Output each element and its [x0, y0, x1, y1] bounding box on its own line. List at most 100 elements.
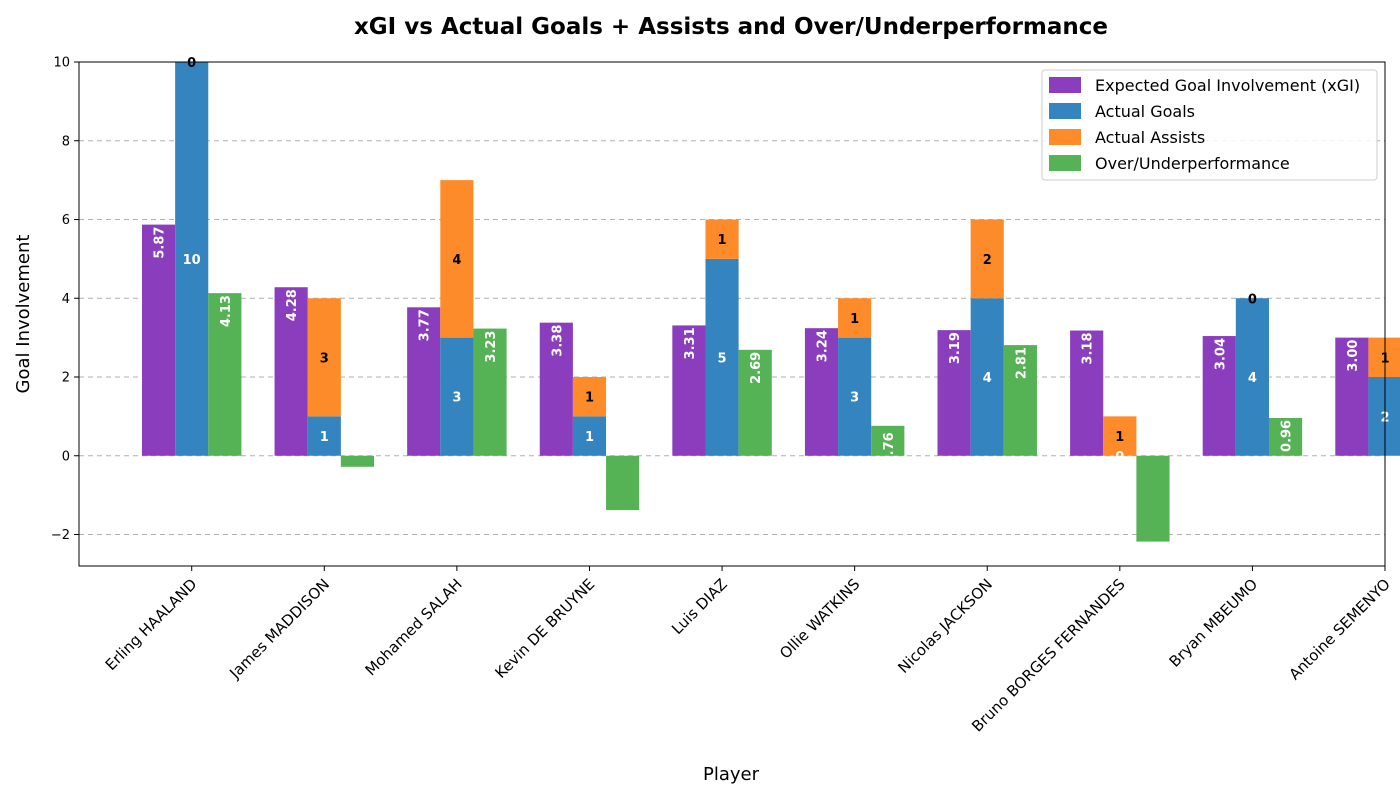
data-label-performance: 0.96	[1280, 420, 1295, 452]
bar-assists	[705, 219, 739, 259]
bar-assists	[838, 298, 872, 338]
x-tick-label: Erling HAALAND	[102, 575, 201, 674]
data-label-goals: 4	[1248, 371, 1257, 386]
bar-performance	[340, 455, 375, 467]
bar-performance	[473, 328, 507, 456]
x-tick-label: Luis DIAZ	[668, 575, 731, 638]
data-label-xgi: 3.00	[1346, 340, 1361, 372]
data-label-assists: 0	[1248, 292, 1257, 307]
legend-entry: Actual Goals	[1095, 102, 1195, 121]
y-tick-label: 0	[62, 449, 70, 464]
x-tick-label: Nicolas JACKSON	[894, 575, 996, 677]
bar-xgi	[937, 330, 971, 456]
bar-goals	[705, 258, 739, 456]
data-label-performance: .76	[882, 432, 897, 455]
bar-assists	[307, 298, 341, 417]
legend: Expected Goal Involvement (xGI) Actual Go…	[1041, 69, 1378, 181]
data-label-xgi: 3.24	[815, 330, 830, 362]
data-label-assists: 1	[718, 233, 727, 248]
bar-xgi	[274, 287, 308, 456]
data-label-xgi: 3.18	[1081, 332, 1096, 364]
bar-goals	[307, 416, 341, 456]
data-label-xgi: 5.87	[153, 227, 168, 259]
bar-assists	[970, 219, 1004, 299]
y-tick-label: 8	[62, 134, 70, 149]
bar-goals	[838, 337, 872, 456]
x-axis-label: Player	[703, 764, 760, 785]
bar-goals	[175, 62, 209, 456]
bar-performance	[1003, 345, 1037, 456]
legend-swatch	[1049, 77, 1081, 93]
bar-performance	[1268, 417, 1303, 456]
data-label-xgi: 3.31	[683, 327, 698, 359]
data-label-assists: 1	[850, 312, 859, 327]
data-label-goals: 4	[983, 371, 992, 386]
data-label-goals: 3	[850, 391, 859, 406]
x-tick-label: Mohamed SALAH	[362, 575, 466, 679]
bar-xgi	[1070, 330, 1104, 456]
data-label-goals: 0	[1115, 450, 1124, 465]
x-tick-label: Kevin DE BRUYNE	[492, 575, 599, 682]
data-label-xgi: 3.38	[550, 325, 565, 357]
x-tick-label: Antoine SEMENYO	[1285, 575, 1393, 683]
y-tick-label: 10	[53, 56, 70, 71]
data-label-assists: 4	[452, 253, 461, 268]
bar-goals	[970, 298, 1004, 456]
bar-xgi	[1335, 337, 1369, 456]
bar-xgi	[672, 325, 706, 456]
legend-entry: Over/Underperformance	[1095, 154, 1290, 173]
data-label-performance: 2.69	[749, 352, 764, 384]
bar-performance	[1136, 455, 1170, 542]
y-tick-label: −2	[51, 528, 70, 543]
data-label-assists: 1	[1115, 430, 1124, 445]
data-label-performance: 4.13	[219, 295, 234, 327]
data-label-goals: 3	[452, 391, 461, 406]
bar-goals	[1235, 298, 1269, 456]
x-tick-label: Bryan MBEUMO	[1166, 575, 1262, 671]
legend-frame	[1041, 69, 1378, 181]
bar-assists	[440, 180, 474, 338]
bar-xgi	[141, 224, 176, 456]
data-label-goals: 10	[183, 253, 201, 268]
bar-goals	[572, 416, 607, 456]
data-label-goals: 1	[320, 430, 329, 445]
bar-xgi	[539, 322, 573, 456]
chart-title: xGI vs Actual Goals + Assists and Over/U…	[354, 14, 1108, 40]
y-axis-label: Goal Involvement	[13, 235, 34, 394]
legend-entry: Actual Assists	[1095, 128, 1205, 147]
data-label-xgi: 4.28	[285, 289, 300, 321]
bar-xgi	[1202, 336, 1236, 456]
legend-swatch	[1049, 129, 1081, 145]
bar-assists	[572, 377, 607, 417]
bar-performance	[208, 293, 242, 456]
bar-assists	[1368, 337, 1400, 377]
x-ticks: Erling HAALAND James MADDISON Mohamed SALA…	[102, 566, 1394, 736]
data-label-performance: 2.81	[1014, 347, 1029, 379]
y-tick-label: 4	[62, 292, 70, 307]
legend-entry: Expected Goal Involvement (xGI)	[1095, 76, 1360, 95]
bar-assists	[1103, 416, 1137, 456]
bar-performance	[871, 425, 905, 456]
data-label-xgi: 3.19	[948, 332, 963, 364]
data-label-xgi: 3.04	[1213, 338, 1228, 370]
y-ticks: −2 0 2 4 6 8 10	[51, 56, 79, 543]
bars-layer	[141, 62, 1400, 542]
data-label-assists: 0	[187, 56, 196, 71]
data-label-goals: 1	[585, 430, 594, 445]
x-tick-label: James MADDISON	[225, 575, 333, 683]
legend-swatch	[1049, 103, 1081, 119]
plot-frame	[78, 61, 1386, 567]
bar-goals	[1368, 377, 1400, 456]
bar-xgi	[804, 328, 839, 456]
y-tick-label: 6	[62, 213, 70, 228]
bar-xgi	[407, 307, 441, 456]
bar-goals	[440, 337, 474, 456]
legend-swatch	[1049, 155, 1081, 171]
y-tick-label: 2	[62, 371, 70, 386]
bar-performance	[606, 455, 640, 511]
data-label-assists: 3	[320, 351, 329, 366]
bar-performance	[738, 349, 772, 456]
x-tick-label: Bruno BORGES FERNANDES	[968, 575, 1128, 735]
data-label-assists: 2	[983, 253, 992, 268]
